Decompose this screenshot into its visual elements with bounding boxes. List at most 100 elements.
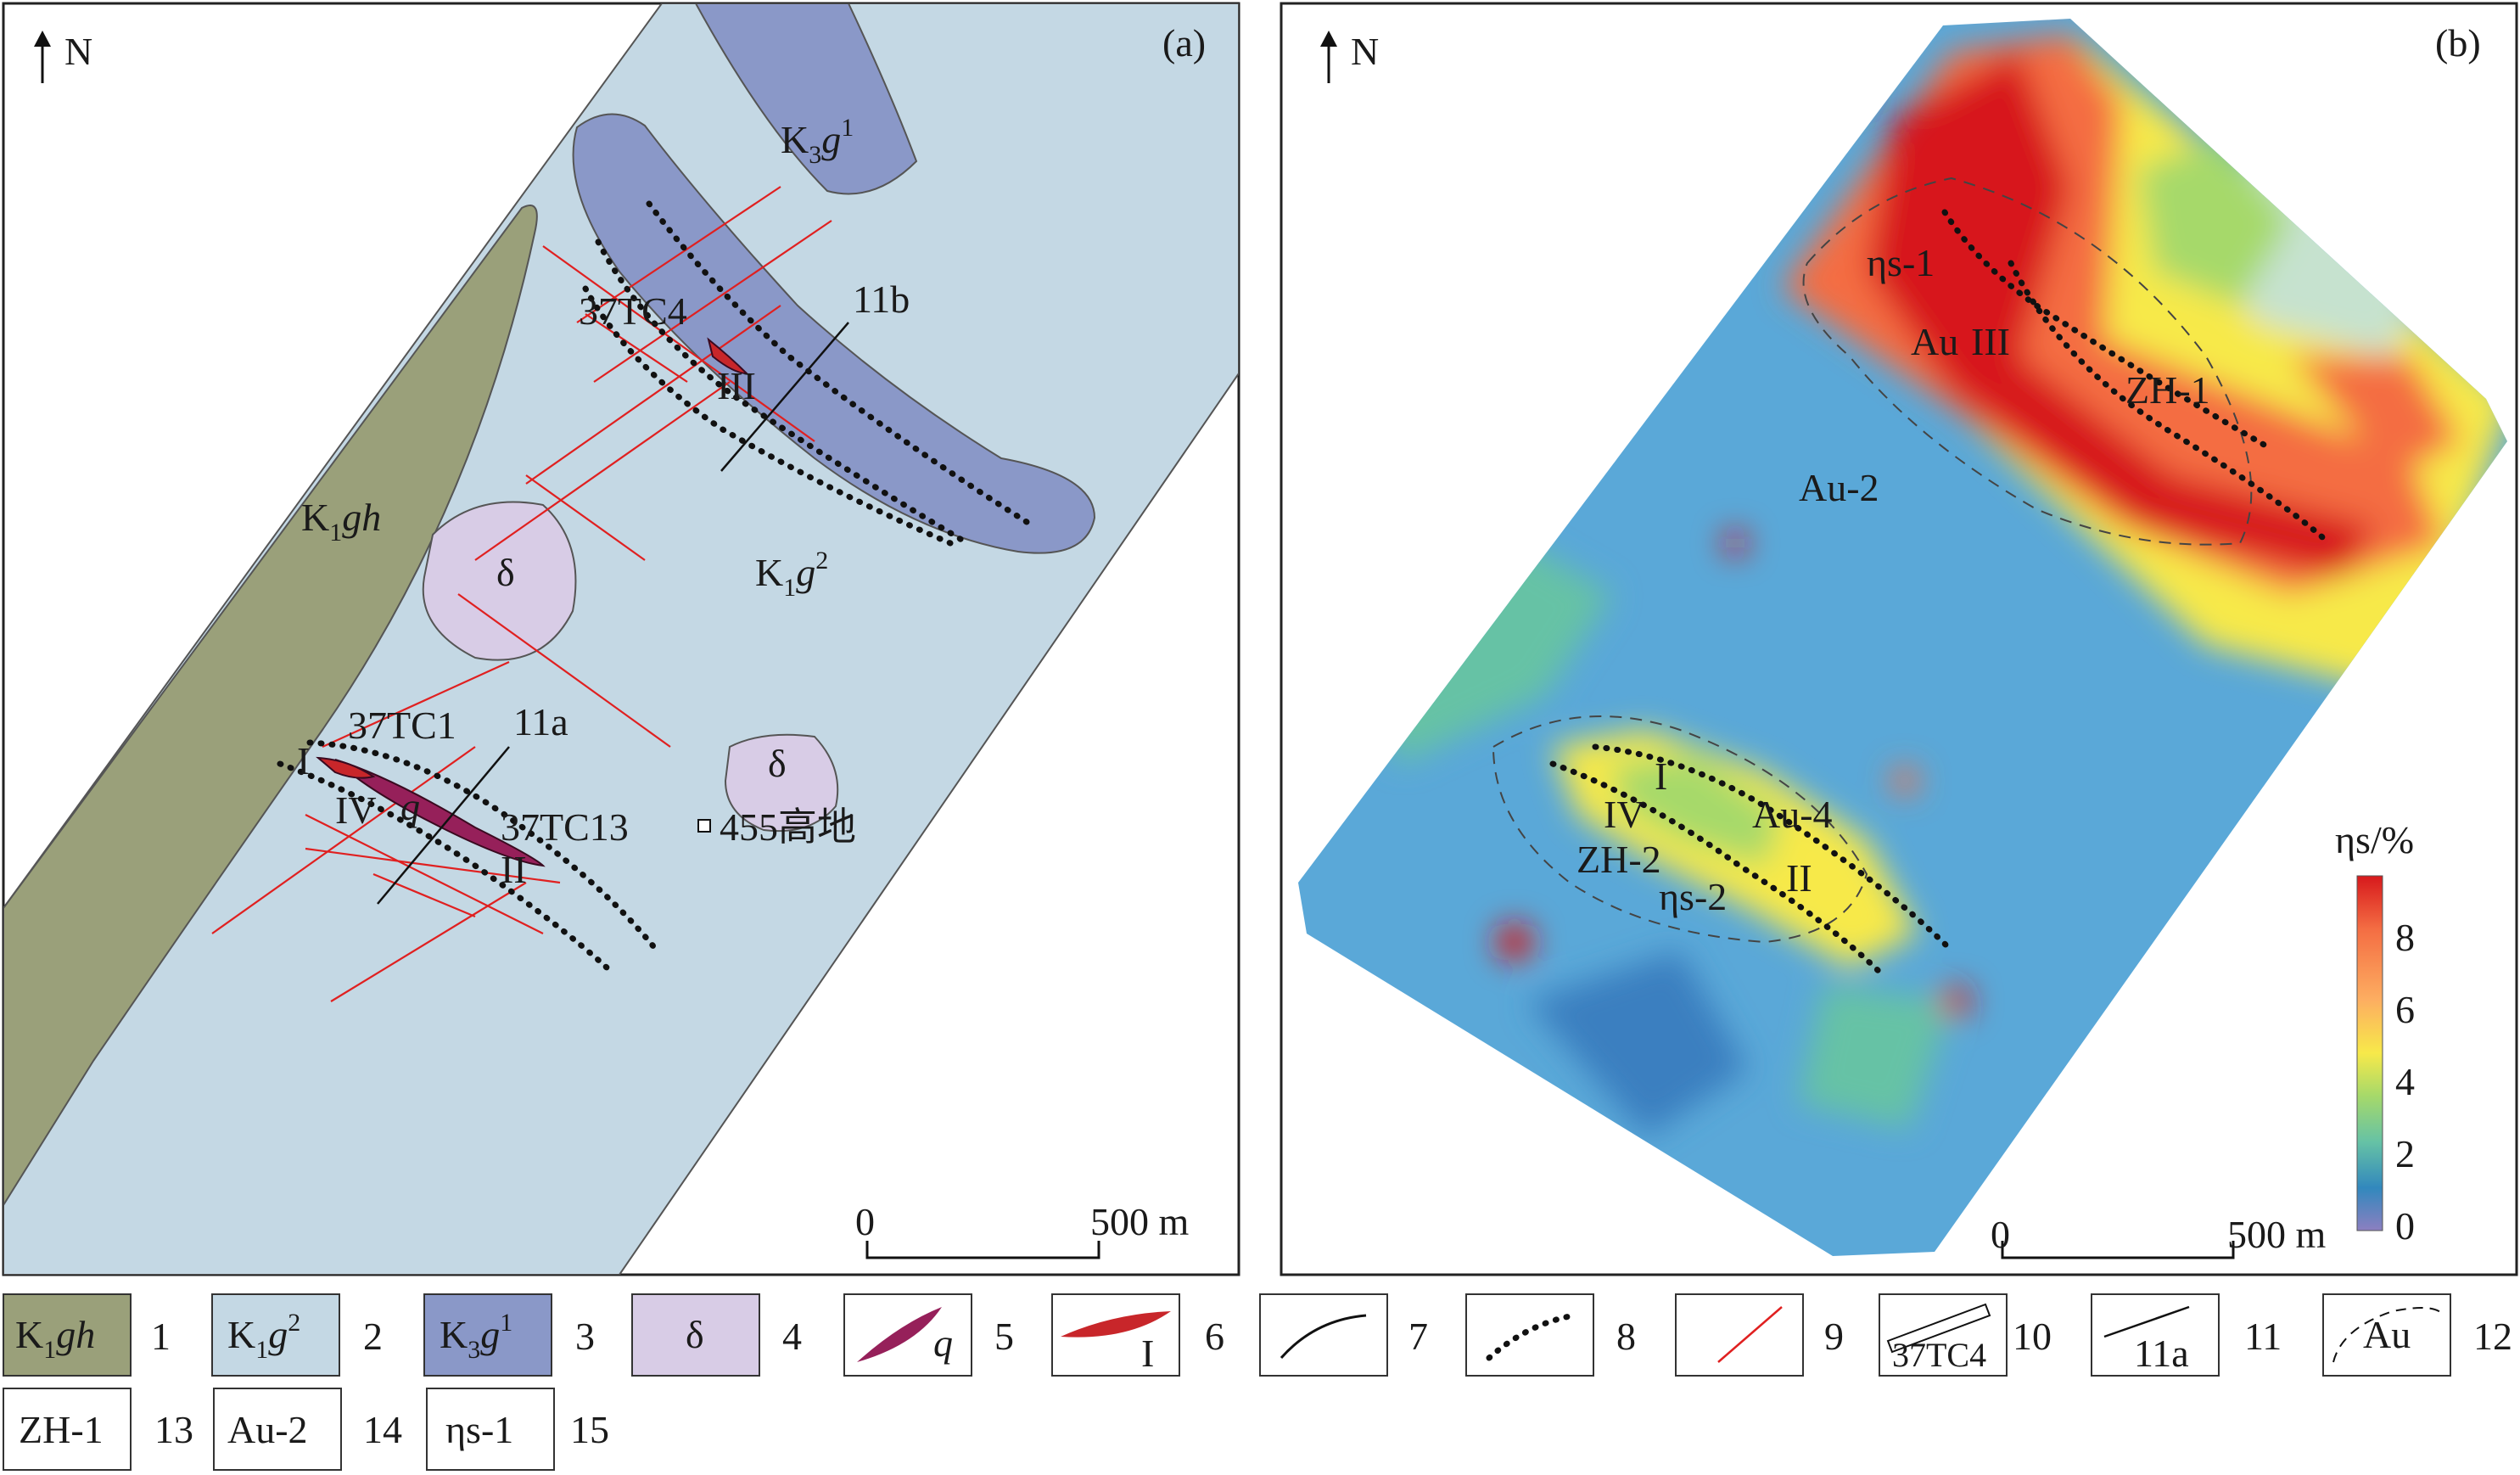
label-profile-11b: 11b bbox=[853, 278, 910, 321]
label-au-4: Au-4 bbox=[1752, 793, 1833, 836]
label-au-III: III bbox=[1971, 320, 2010, 363]
label-k3g1: K3g1 bbox=[781, 114, 854, 169]
svg-text:4: 4 bbox=[782, 1315, 802, 1358]
label-zh-2: ZH-2 bbox=[1576, 838, 1661, 881]
label-diorite-2: δ bbox=[768, 742, 787, 785]
label-zh-1: ZH-1 bbox=[2125, 368, 2210, 412]
colorbar-tick-8: 8 bbox=[2395, 916, 2415, 959]
colorbar-tick-4: 4 bbox=[2395, 1060, 2415, 1103]
legend-item-14: Au-2 14 bbox=[213, 1388, 402, 1471]
label-diorite-1: δ bbox=[496, 551, 515, 594]
scale-bar-b: 0 500 m bbox=[1991, 1213, 2327, 1259]
svg-text:δ: δ bbox=[686, 1313, 704, 1356]
legend-item-15: ηs-1 15 bbox=[426, 1388, 609, 1471]
diorite-body-2 bbox=[724, 733, 839, 833]
legend: K1gh 1 K1g2 2 K3g1 3 δ 4 q 5 I 6 bbox=[3, 1293, 2512, 1471]
svg-text:N: N bbox=[64, 30, 92, 73]
svg-text:0: 0 bbox=[1991, 1213, 2010, 1256]
legend-item-13: ZH-1 13 bbox=[3, 1388, 193, 1471]
svg-text:6: 6 bbox=[1205, 1315, 1224, 1358]
panel-b-tag: (b) bbox=[2435, 21, 2481, 64]
unit-k1gh-area bbox=[3, 205, 538, 1207]
label-orebody-I: I bbox=[297, 739, 310, 782]
panel-b: N (b) ηs-1 Au III ZH-1 Au-2 I IV Au-4 ZH… bbox=[1280, 2, 2518, 1276]
legend-item-4: δ 4 bbox=[631, 1293, 802, 1377]
label-orebody-III: III bbox=[717, 364, 756, 407]
svg-text:12: 12 bbox=[2473, 1315, 2512, 1358]
svg-text:10: 10 bbox=[2013, 1315, 2052, 1358]
svg-text:3: 3 bbox=[575, 1315, 595, 1358]
svg-text:I: I bbox=[1141, 1332, 1154, 1375]
svg-text:K1gh: K1gh bbox=[15, 1313, 95, 1364]
north-arrow-a: N bbox=[34, 30, 92, 83]
label-au-2: Au-2 bbox=[1799, 466, 1879, 509]
svg-text:500 m: 500 m bbox=[2227, 1213, 2327, 1256]
svg-text:ηs-1: ηs-1 bbox=[445, 1408, 513, 1451]
unit-k3g1-band bbox=[572, 113, 1096, 554]
label-quartz: q bbox=[400, 785, 420, 828]
label-trench-37TC13: 37TC13 bbox=[501, 805, 629, 849]
svg-text:8: 8 bbox=[1616, 1315, 1636, 1358]
label-highland-455: 455高地 bbox=[720, 805, 856, 849]
diorite-body-1 bbox=[422, 501, 577, 661]
svg-text:K3g1: K3g1 bbox=[440, 1309, 512, 1364]
svg-text:9: 9 bbox=[1824, 1315, 1844, 1358]
label-orebody-II: II bbox=[501, 848, 527, 891]
svg-text:ZH-1: ZH-1 bbox=[19, 1408, 104, 1451]
svg-text:Au: Au bbox=[2363, 1313, 2411, 1356]
legend-item-9: 9 bbox=[1675, 1293, 1844, 1377]
legend-item-10: 37TC4 10 bbox=[1879, 1293, 2052, 1377]
colorbar-title: ηs/% bbox=[2335, 818, 2414, 861]
orebody-lens-quartz bbox=[334, 759, 546, 867]
svg-text:K1g2: K1g2 bbox=[227, 1309, 300, 1364]
svg-text:11: 11 bbox=[2244, 1315, 2282, 1358]
orebody-trend-lines-b bbox=[1549, 209, 2332, 979]
orebody-trend-lines bbox=[277, 200, 1030, 971]
legend-item-6: I 6 bbox=[1051, 1293, 1224, 1377]
svg-text:0: 0 bbox=[855, 1200, 875, 1243]
unit-k1g2-area bbox=[3, 3, 1239, 1275]
colorbar-tick-6: 6 bbox=[2395, 988, 2415, 1031]
label-trench-37TC1: 37TC1 bbox=[348, 704, 456, 747]
svg-text:N: N bbox=[1351, 30, 1379, 73]
svg-text:q: q bbox=[933, 1321, 953, 1365]
label-b-II: II bbox=[1786, 856, 1812, 900]
legend-item-12: Au 12 bbox=[2322, 1293, 2512, 1377]
svg-text:2: 2 bbox=[363, 1315, 383, 1358]
scale-bar-a: 0 500 m bbox=[855, 1200, 1190, 1259]
colorbar-ramp bbox=[2356, 875, 2383, 1231]
label-trench-37TC4: 37TC4 bbox=[579, 289, 687, 333]
svg-text:37TC4: 37TC4 bbox=[1892, 1336, 1986, 1374]
colorbar: ηs/% 8 6 4 2 0 bbox=[2335, 818, 2415, 1248]
profile-line-11a bbox=[377, 746, 510, 905]
orebody-lens-III bbox=[707, 337, 749, 375]
svg-text:15: 15 bbox=[570, 1408, 609, 1451]
orebody-lens-I bbox=[316, 756, 376, 779]
label-eta-s-1: ηs-1 bbox=[1867, 241, 1935, 284]
svg-text:Au-2: Au-2 bbox=[227, 1408, 308, 1451]
north-arrow-b: N bbox=[1320, 30, 1379, 83]
colorbar-tick-0: 0 bbox=[2395, 1204, 2415, 1248]
svg-text:13: 13 bbox=[154, 1408, 193, 1451]
svg-text:7: 7 bbox=[1408, 1315, 1428, 1358]
label-eta-s-2: ηs-2 bbox=[1659, 875, 1727, 918]
legend-item-5: q 5 bbox=[843, 1293, 1014, 1377]
unit-k3g1-top bbox=[694, 3, 918, 195]
label-b-IV: IV bbox=[1604, 793, 1645, 836]
panel-a: N (a) K3g1 K1gh K1g2 δ δ 37TC4 11b III 3… bbox=[2, 2, 1240, 1276]
label-k1gh: K1gh bbox=[301, 496, 381, 547]
svg-text:14: 14 bbox=[363, 1408, 402, 1451]
colorbar-tick-2: 2 bbox=[2395, 1132, 2415, 1175]
label-profile-11a: 11a bbox=[513, 700, 568, 743]
legend-item-7: 7 bbox=[1259, 1293, 1428, 1377]
label-k1g2: K1g2 bbox=[755, 547, 828, 602]
profile-line-11b bbox=[720, 322, 849, 472]
legend-item-3: K3g1 3 bbox=[423, 1293, 595, 1377]
legend-item-1: K1gh 1 bbox=[3, 1293, 171, 1377]
svg-text:500 m: 500 m bbox=[1090, 1200, 1190, 1243]
svg-text:1: 1 bbox=[151, 1315, 171, 1358]
panel-a-tag: (a) bbox=[1162, 21, 1206, 64]
legend-item-2: K1g2 2 bbox=[211, 1293, 383, 1377]
anomaly-boundaries bbox=[1492, 177, 2253, 944]
